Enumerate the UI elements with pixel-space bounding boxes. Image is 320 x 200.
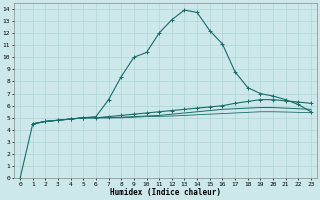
- X-axis label: Humidex (Indice chaleur): Humidex (Indice chaleur): [110, 188, 221, 197]
